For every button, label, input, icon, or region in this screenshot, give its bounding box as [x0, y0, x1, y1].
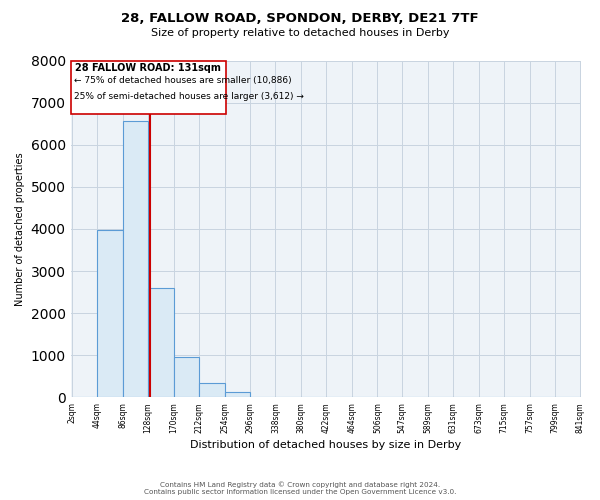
Y-axis label: Number of detached properties: Number of detached properties	[15, 152, 25, 306]
Bar	[199, 384, 224, 398]
Bar	[148, 288, 173, 398]
Bar	[224, 392, 250, 398]
Text: ← 75% of detached houses are smaller (10,886): ← 75% of detached houses are smaller (10…	[74, 76, 291, 85]
Bar	[122, 122, 148, 398]
Text: 28, FALLOW ROAD, SPONDON, DERBY, DE21 7TF: 28, FALLOW ROAD, SPONDON, DERBY, DE21 7T…	[121, 12, 479, 26]
Text: Contains public sector information licensed under the Open Government Licence v3: Contains public sector information licen…	[144, 489, 456, 495]
Text: 28 FALLOW ROAD: 131sqm: 28 FALLOW ROAD: 131sqm	[75, 63, 221, 73]
Text: Contains HM Land Registry data © Crown copyright and database right 2024.: Contains HM Land Registry data © Crown c…	[160, 481, 440, 488]
Text: Size of property relative to detached houses in Derby: Size of property relative to detached ho…	[151, 28, 449, 38]
FancyBboxPatch shape	[71, 60, 226, 114]
X-axis label: Distribution of detached houses by size in Derby: Distribution of detached houses by size …	[190, 440, 461, 450]
Bar	[173, 357, 199, 398]
Text: 25% of semi-detached houses are larger (3,612) →: 25% of semi-detached houses are larger (…	[74, 92, 304, 101]
Bar	[97, 230, 122, 398]
